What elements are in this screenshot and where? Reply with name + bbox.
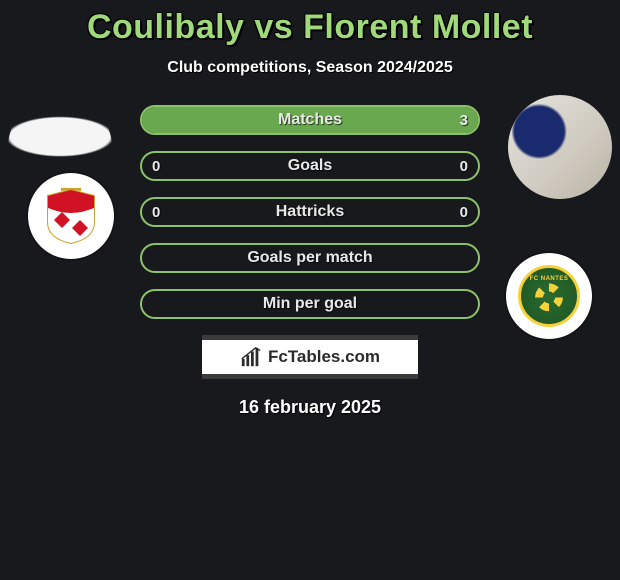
stat-label: Goals — [288, 157, 332, 175]
chart-icon — [240, 346, 262, 368]
subtitle: Club competitions, Season 2024/2025 — [0, 59, 620, 77]
stat-value-right: 0 — [460, 204, 468, 221]
stat-value-right: 3 — [460, 112, 468, 129]
stat-value-right: 0 — [460, 158, 468, 175]
brand-text: FcTables.com — [268, 347, 380, 367]
stat-row: Matches 3 — [140, 105, 480, 135]
date-label: 16 february 2025 — [0, 397, 620, 418]
stat-label: Min per goal — [263, 295, 357, 313]
stat-value-left: 0 — [152, 158, 160, 175]
stat-row: Goals per match — [140, 243, 480, 273]
stat-value-left: 0 — [152, 204, 160, 221]
stat-label: Hattricks — [276, 203, 344, 221]
comparison-panel: Matches 3 0 Goals 0 0 Hattricks 0 Goals per matc… — [0, 105, 620, 418]
stat-label: Matches — [278, 111, 342, 129]
stat-row: 0 Goals 0 — [140, 151, 480, 181]
team-crest-left — [28, 173, 114, 259]
brand-badge: FcTables.com — [202, 335, 418, 379]
player-avatar-right — [508, 95, 612, 199]
stat-row: 0 Hattricks 0 — [140, 197, 480, 227]
nantes-crest-icon — [518, 265, 580, 327]
stat-bars: Matches 3 0 Goals 0 0 Hattricks 0 Goals per matc… — [140, 105, 480, 319]
monaco-crest-icon — [46, 188, 96, 244]
page-title: Coulibaly vs Florent Mollet — [0, 0, 620, 47]
stat-label: Goals per match — [247, 249, 372, 267]
stat-row: Min per goal — [140, 289, 480, 319]
team-crest-right — [506, 253, 592, 339]
